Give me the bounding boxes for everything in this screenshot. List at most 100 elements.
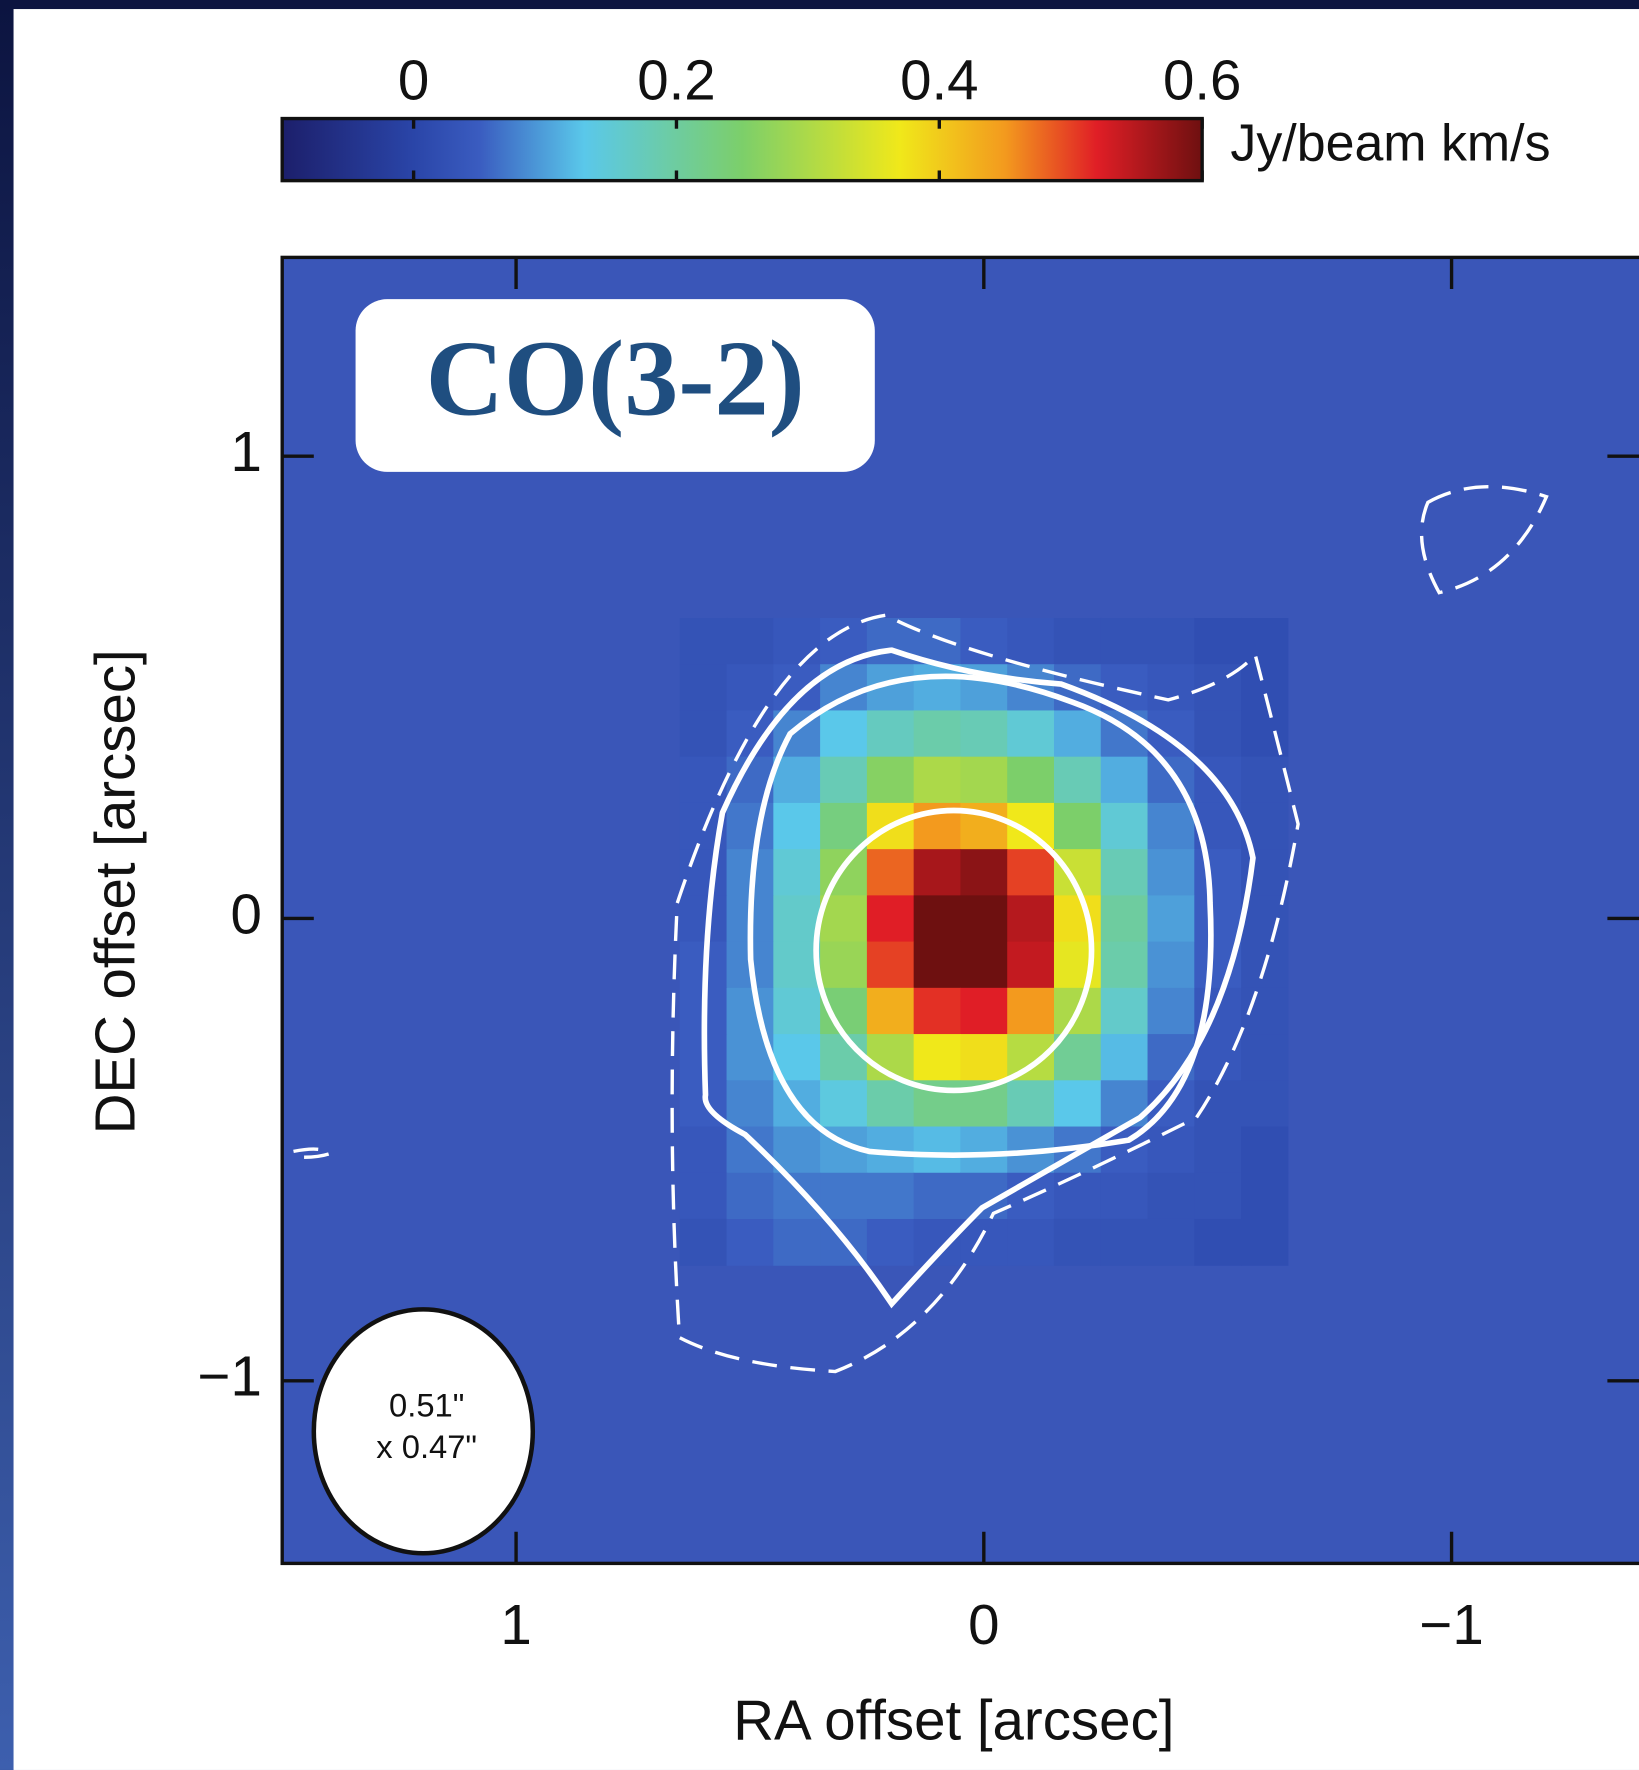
heatmap-cell (867, 942, 914, 989)
heatmap-cell (773, 618, 820, 665)
heatmap-cell (820, 1034, 867, 1081)
y-tick-label: 1 (230, 420, 261, 483)
heatmap-cell (773, 757, 820, 804)
heatmap-cell (1054, 710, 1101, 757)
heatmap-cell (820, 1080, 867, 1127)
heatmap-cell (1194, 1219, 1241, 1266)
heatmap-cell (1101, 942, 1148, 989)
colorbar-tick-label: 0.2 (637, 49, 715, 112)
x-axis-label: RA offset [arcsec] (733, 1689, 1174, 1752)
heatmap-cell (727, 988, 774, 1035)
heatmap-cell (1194, 1127, 1241, 1174)
heatmap-cell (1194, 849, 1241, 896)
heatmap-cell (1101, 618, 1148, 665)
heatmap-cell (1241, 664, 1288, 711)
heatmap-cell (1148, 849, 1195, 896)
heatmap-cell (680, 664, 727, 711)
heatmap-cell (867, 1173, 914, 1220)
heatmap-cell (1007, 710, 1054, 757)
beam-label: x 0.47" (376, 1428, 477, 1465)
heatmap-cell (960, 849, 1007, 896)
heatmap-cell (1007, 1219, 1054, 1266)
x-tick-label: 0 (968, 1593, 999, 1656)
heatmap-cell (1148, 895, 1195, 942)
heatmap-cell (1194, 618, 1241, 665)
heatmap-cell (914, 757, 961, 804)
heatmap-cell (960, 942, 1007, 989)
heatmap-cell (727, 1219, 774, 1266)
colorbar-tick-label: 0.6 (1163, 49, 1241, 112)
line-label: CO(3-2) (426, 318, 805, 438)
heatmap-cell (1101, 1034, 1148, 1081)
heatmap-cell (1241, 710, 1288, 757)
y-tick-label: −1 (198, 1345, 262, 1408)
heatmap-cell (1101, 803, 1148, 850)
heatmap-cell (727, 1127, 774, 1174)
heatmap-cell (960, 618, 1007, 665)
heatmap-cell (1101, 1173, 1148, 1220)
heatmap-cell (867, 757, 914, 804)
heatmap-cell (1101, 849, 1148, 896)
heatmap-cell (1148, 1173, 1195, 1220)
heatmap-cell (1054, 1080, 1101, 1127)
heatmap-cell (727, 618, 774, 665)
heatmap-cell (1241, 1080, 1288, 1127)
heatmap-cell (914, 710, 961, 757)
x-tick-label: −1 (1419, 1593, 1483, 1656)
heatmap-cell (1054, 1219, 1101, 1266)
heatmap-cell (1194, 895, 1241, 942)
colorbar-label: Jy/beam km/s (1230, 114, 1550, 172)
heatmap-cell (914, 1173, 961, 1220)
page: {"chart_data": { "type": "heatmap", "lab… (0, 0, 1639, 1770)
heatmap-cell (1148, 988, 1195, 1035)
heatmap-cell (914, 942, 961, 989)
y-axis-label: DEC offset [arcsec] (84, 649, 147, 1134)
heatmap-cell (773, 1173, 820, 1220)
heatmap-cell (680, 757, 727, 804)
y-tick-label: 0 (230, 882, 261, 945)
heatmap-cell (680, 849, 727, 896)
heatmap-cell (820, 757, 867, 804)
heatmap-cell (867, 895, 914, 942)
heatmap-cell (1148, 1219, 1195, 1266)
heatmap-cell (914, 988, 961, 1035)
heatmap (680, 618, 1289, 1266)
heatmap-cell (960, 1127, 1007, 1174)
heatmap-cell (1101, 988, 1148, 1035)
heatmap-cell (773, 1219, 820, 1266)
heatmap-cell (1148, 618, 1195, 665)
heatmap-cell (1241, 1219, 1288, 1266)
heatmap-cell (1101, 1219, 1148, 1266)
heatmap-cell (1007, 988, 1054, 1035)
colorbar (282, 119, 1202, 181)
heatmap-cell (1241, 1034, 1288, 1081)
colorbar-tick-label: 0 (398, 49, 429, 112)
heatmap-cell (960, 1034, 1007, 1081)
heatmap-cell (1101, 757, 1148, 804)
heatmap-cell (1054, 803, 1101, 850)
x-tick-label: 1 (500, 1593, 531, 1656)
heatmap-cell (680, 618, 727, 665)
heatmap-cell (960, 895, 1007, 942)
heatmap-cell (1148, 803, 1195, 850)
heatmap-cell (1241, 618, 1288, 665)
colorbar-tick-label: 0.4 (900, 49, 978, 112)
heatmap-cell (914, 849, 961, 896)
heatmap-cell (914, 1219, 961, 1266)
heatmap-cell (1054, 895, 1101, 942)
heatmap-cell (914, 1127, 961, 1174)
heatmap-cell (1007, 895, 1054, 942)
heatmap-cell (1007, 849, 1054, 896)
heatmap-cell (727, 1173, 774, 1220)
heatmap-cell (727, 1080, 774, 1127)
heatmap-cell (867, 1219, 914, 1266)
heatmap-cell (820, 710, 867, 757)
heatmap-cell (820, 942, 867, 989)
heatmap-cell (773, 988, 820, 1035)
heatmap-cell (867, 849, 914, 896)
heatmap-cell (680, 710, 727, 757)
heatmap-cell (914, 1034, 961, 1081)
heatmap-cell (1101, 895, 1148, 942)
heatmap-cell (680, 1219, 727, 1266)
heatmap-cell (1148, 664, 1195, 711)
